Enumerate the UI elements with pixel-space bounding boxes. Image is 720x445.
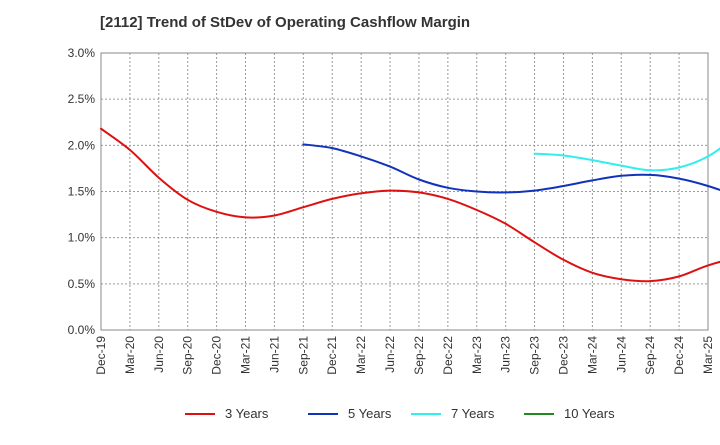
- y-tick-label: 1.5%: [68, 185, 96, 199]
- x-tick-label: Dec-23: [556, 336, 570, 375]
- x-tick-label: Jun-22: [383, 336, 397, 373]
- x-tick-label: Dec-21: [325, 336, 339, 375]
- plot-frame: [100, 52, 709, 331]
- chart-title: [2112] Trend of StDev of Operating Cashf…: [100, 14, 471, 31]
- legend-label-1: 3 Years: [225, 406, 269, 421]
- x-tick-label: Jun-21: [267, 336, 281, 373]
- x-tick-label: Dec-22: [441, 336, 455, 375]
- x-tick-label: Dec-19: [94, 336, 108, 375]
- legend-label-4: 10 Years: [564, 406, 615, 421]
- y-tick-label: 2.5%: [68, 92, 96, 106]
- y-tick-label: 0.0%: [68, 323, 96, 337]
- x-tick-label: Sep-24: [643, 336, 657, 375]
- series-line-3: [533, 147, 720, 172]
- x-tick-label: Jun-24: [614, 336, 628, 373]
- x-tick-label: Mar-25: [701, 336, 715, 374]
- x-tick-label: Sep-23: [528, 336, 542, 375]
- legend-label-3: 7 Years: [451, 406, 495, 421]
- x-tick-label: Mar-24: [585, 336, 599, 374]
- x-tick-label: Mar-22: [354, 336, 368, 374]
- x-tick-label: Sep-21: [296, 336, 310, 375]
- series-line-2: [302, 143, 720, 194]
- x-tick-label: Dec-20: [210, 336, 224, 375]
- x-tick-label: Sep-20: [181, 336, 195, 375]
- x-tick-label: Sep-22: [412, 336, 426, 375]
- x-tick-label: Dec-24: [672, 336, 686, 375]
- x-tick-label: Mar-21: [239, 336, 253, 374]
- y-tick-label: 1.0%: [68, 231, 96, 245]
- y-tick-label: 0.5%: [68, 277, 96, 291]
- series-line-1: [100, 127, 720, 283]
- y-tick-label: 2.0%: [68, 138, 96, 152]
- x-tick-label: Mar-23: [470, 336, 484, 374]
- legend-label-2: 5 Years: [348, 406, 392, 421]
- x-tick-label: Jun-20: [152, 336, 166, 373]
- x-tick-label: Jun-23: [499, 336, 513, 373]
- x-tick-label: Mar-20: [123, 336, 137, 374]
- y-tick-label: 3.0%: [68, 46, 96, 60]
